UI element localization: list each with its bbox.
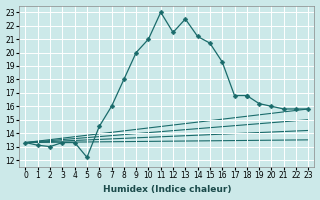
X-axis label: Humidex (Indice chaleur): Humidex (Indice chaleur)	[103, 185, 231, 194]
